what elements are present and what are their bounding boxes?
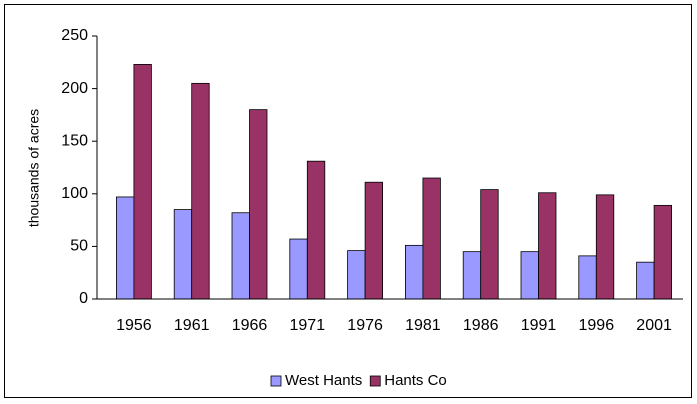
bar — [289, 238, 308, 300]
bar — [306, 160, 326, 300]
x-tick-label: 1976 — [347, 317, 383, 334]
y-tick-label: 250 — [61, 27, 88, 44]
bar — [520, 251, 539, 300]
y-tick-label: 50 — [70, 238, 88, 255]
x-tick-label: 1966 — [232, 317, 268, 334]
x-tick-label: 1961 — [174, 317, 210, 334]
bar — [133, 64, 152, 300]
bar — [116, 196, 135, 300]
chart-border — [4, 4, 692, 398]
legend-swatch — [369, 375, 381, 387]
bar — [422, 177, 441, 300]
x-tick-label: 1986 — [463, 317, 499, 334]
bar — [538, 192, 557, 300]
y-tick-label: 100 — [61, 185, 88, 202]
bar — [231, 212, 250, 300]
bar — [347, 250, 366, 300]
legend-swatch — [270, 375, 282, 387]
y-axis-label: thousands of acres — [26, 109, 42, 227]
y-tick-label: 200 — [61, 80, 88, 97]
x-tick-label: 1981 — [405, 317, 441, 334]
x-tick-label: 1996 — [579, 317, 615, 334]
bar — [578, 255, 597, 300]
x-tick-label: 2001 — [636, 317, 672, 334]
bar — [595, 194, 615, 300]
bar — [173, 209, 193, 300]
bar — [404, 244, 424, 300]
bar — [462, 251, 482, 300]
bar — [364, 181, 384, 300]
x-tick-label: 1956 — [116, 317, 152, 334]
legend-label: Hants Co — [384, 372, 447, 389]
y-tick-label: 0 — [79, 290, 88, 307]
bar — [249, 109, 268, 300]
x-tick-label: 1991 — [521, 317, 557, 334]
legend-label: West Hants — [285, 372, 362, 389]
bar — [653, 204, 672, 300]
x-tick-label: 1971 — [290, 317, 326, 334]
bar — [191, 82, 210, 300]
bar — [636, 261, 655, 300]
y-tick-label: 150 — [61, 132, 88, 149]
bar — [480, 189, 499, 300]
